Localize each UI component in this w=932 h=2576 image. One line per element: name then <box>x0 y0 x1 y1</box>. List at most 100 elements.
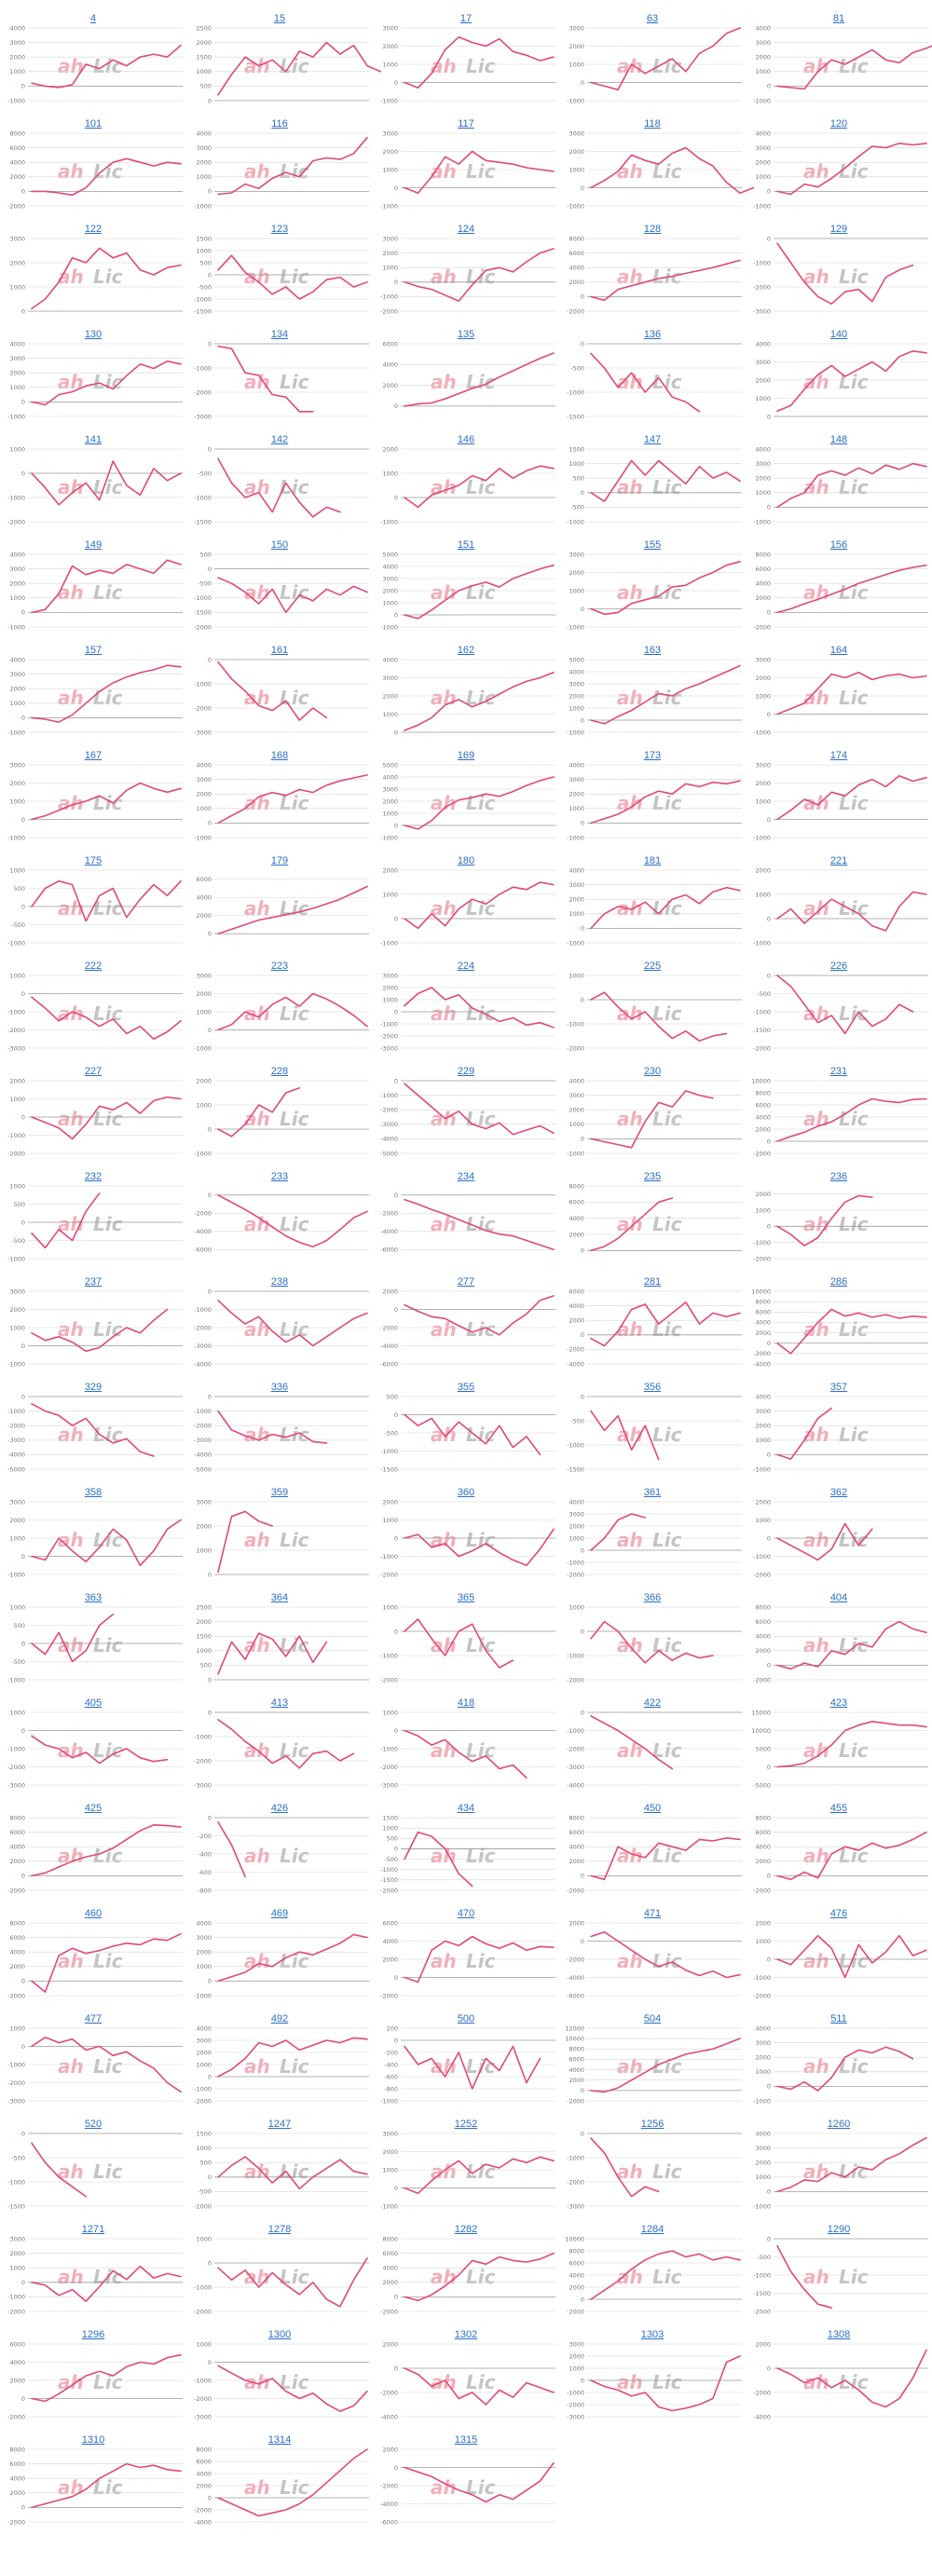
chart-title-link[interactable]: 167 <box>84 750 103 761</box>
chart-title-link[interactable]: 234 <box>457 1171 475 1182</box>
chart-title-link[interactable]: 1282 <box>454 2224 478 2235</box>
chart-title-link[interactable]: 118 <box>644 118 661 129</box>
chart-title-link[interactable]: 1260 <box>827 2119 851 2130</box>
chart-title-link[interactable]: 425 <box>84 1803 103 1814</box>
chart-title-link[interactable]: 355 <box>457 1382 475 1393</box>
chart-title-link[interactable]: 365 <box>457 1592 475 1603</box>
chart-title-link[interactable]: 434 <box>457 1803 475 1814</box>
chart-title-link[interactable]: 4 <box>89 13 97 24</box>
chart-title-link[interactable]: 161 <box>270 645 289 656</box>
chart-title-link[interactable]: 130 <box>84 329 103 340</box>
chart-title-link[interactable]: 168 <box>270 750 289 761</box>
chart-title-link[interactable]: 450 <box>643 1803 662 1814</box>
chart-title-link[interactable]: 179 <box>270 855 289 866</box>
chart-title-link[interactable]: 173 <box>643 750 662 761</box>
chart-title-link[interactable]: 232 <box>84 1171 103 1182</box>
chart-title-link[interactable]: 511 <box>830 2013 847 2024</box>
chart-title-link[interactable]: 227 <box>84 1066 103 1077</box>
chart-title-link[interactable]: 1302 <box>454 2329 478 2340</box>
chart-title-link[interactable]: 470 <box>457 1908 475 1919</box>
chart-title-link[interactable]: 142 <box>270 434 289 445</box>
chart-title-link[interactable]: 460 <box>84 1908 103 1919</box>
chart-title-link[interactable]: 124 <box>457 224 475 235</box>
chart-title-link[interactable]: 360 <box>457 1487 475 1498</box>
chart-title-link[interactable]: 148 <box>829 434 848 445</box>
chart-title-link[interactable]: 146 <box>457 434 475 445</box>
chart-title-link[interactable]: 224 <box>457 961 475 972</box>
chart-title-link[interactable]: 225 <box>643 961 662 972</box>
chart-title-link[interactable]: 223 <box>270 961 289 972</box>
chart-title-link[interactable]: 418 <box>457 1697 475 1709</box>
chart-title-link[interactable]: 141 <box>84 434 103 445</box>
chart-title-link[interactable]: 1303 <box>640 2329 665 2340</box>
chart-title-link[interactable]: 1315 <box>454 2434 478 2446</box>
chart-title-link[interactable]: 156 <box>829 539 848 551</box>
chart-title-link[interactable]: 1252 <box>454 2119 478 2130</box>
chart-title-link[interactable]: 229 <box>457 1066 475 1077</box>
chart-title-link[interactable]: 1310 <box>81 2434 105 2446</box>
chart-title-link[interactable]: 236 <box>829 1171 848 1182</box>
chart-title-link[interactable]: 404 <box>829 1592 848 1603</box>
chart-title-link[interactable]: 329 <box>84 1382 103 1393</box>
chart-title-link[interactable]: 361 <box>643 1487 662 1498</box>
chart-title-link[interactable]: 286 <box>829 1276 848 1288</box>
chart-title-link[interactable]: 1256 <box>640 2119 665 2130</box>
chart-title-link[interactable]: 1300 <box>267 2329 292 2340</box>
chart-title-link[interactable]: 140 <box>829 329 848 340</box>
chart-title-link[interactable]: 422 <box>643 1697 662 1709</box>
chart-title-link[interactable]: 222 <box>84 961 103 972</box>
chart-title-link[interactable]: 1296 <box>81 2329 105 2340</box>
chart-title-link[interactable]: 163 <box>643 645 662 656</box>
chart-title-link[interactable]: 175 <box>84 855 103 866</box>
chart-title-link[interactable]: 129 <box>829 224 848 235</box>
chart-title-link[interactable]: 405 <box>84 1697 103 1709</box>
chart-title-link[interactable]: 157 <box>84 645 103 656</box>
chart-title-link[interactable]: 162 <box>457 645 475 656</box>
chart-title-link[interactable]: 101 <box>84 118 103 129</box>
chart-title-link[interactable]: 228 <box>270 1066 289 1077</box>
chart-title-link[interactable]: 426 <box>270 1803 289 1814</box>
chart-title-link[interactable]: 180 <box>457 855 475 866</box>
chart-title-link[interactable]: 500 <box>457 2013 475 2024</box>
chart-title-link[interactable]: 117 <box>458 118 474 129</box>
chart-title-link[interactable]: 128 <box>643 224 662 235</box>
chart-title-link[interactable]: 469 <box>270 1908 289 1919</box>
chart-title-link[interactable]: 238 <box>270 1276 289 1288</box>
chart-title-link[interactable]: 471 <box>643 1908 662 1919</box>
chart-title-link[interactable]: 237 <box>84 1276 103 1288</box>
chart-title-link[interactable]: 135 <box>457 329 475 340</box>
chart-title-link[interactable]: 235 <box>643 1171 662 1182</box>
chart-title-link[interactable]: 81 <box>832 13 845 24</box>
chart-title-link[interactable]: 423 <box>829 1697 848 1709</box>
chart-title-link[interactable]: 477 <box>84 2013 103 2024</box>
chart-title-link[interactable]: 123 <box>270 224 289 235</box>
chart-title-link[interactable]: 169 <box>457 750 475 761</box>
chart-title-link[interactable]: 120 <box>829 118 848 129</box>
chart-title-link[interactable]: 226 <box>829 961 848 972</box>
chart-title-link[interactable]: 1278 <box>267 2224 292 2235</box>
chart-title-link[interactable]: 1290 <box>827 2224 851 2235</box>
chart-title-link[interactable]: 504 <box>643 2013 662 2024</box>
chart-title-link[interactable]: 363 <box>84 1592 103 1603</box>
chart-title-link[interactable]: 150 <box>270 539 289 551</box>
chart-title-link[interactable]: 116 <box>271 118 288 129</box>
chart-title-link[interactable]: 230 <box>643 1066 662 1077</box>
chart-title-link[interactable]: 1247 <box>267 2119 292 2130</box>
chart-title-link[interactable]: 1308 <box>827 2329 851 2340</box>
chart-title-link[interactable]: 164 <box>829 645 848 656</box>
chart-title-link[interactable]: 155 <box>643 539 662 551</box>
chart-title-link[interactable]: 492 <box>270 2013 289 2024</box>
chart-title-link[interactable]: 151 <box>457 539 475 551</box>
chart-title-link[interactable]: 136 <box>643 329 662 340</box>
chart-title-link[interactable]: 277 <box>457 1276 475 1288</box>
chart-title-link[interactable]: 149 <box>84 539 103 551</box>
chart-title-link[interactable]: 1271 <box>81 2224 105 2235</box>
chart-title-link[interactable]: 413 <box>270 1697 289 1709</box>
chart-title-link[interactable]: 17 <box>459 13 473 24</box>
chart-title-link[interactable]: 359 <box>270 1487 289 1498</box>
chart-title-link[interactable]: 134 <box>270 329 289 340</box>
chart-title-link[interactable]: 476 <box>829 1908 848 1919</box>
chart-title-link[interactable]: 147 <box>643 434 662 445</box>
chart-title-link[interactable]: 281 <box>643 1276 662 1288</box>
chart-title-link[interactable]: 455 <box>829 1803 848 1814</box>
